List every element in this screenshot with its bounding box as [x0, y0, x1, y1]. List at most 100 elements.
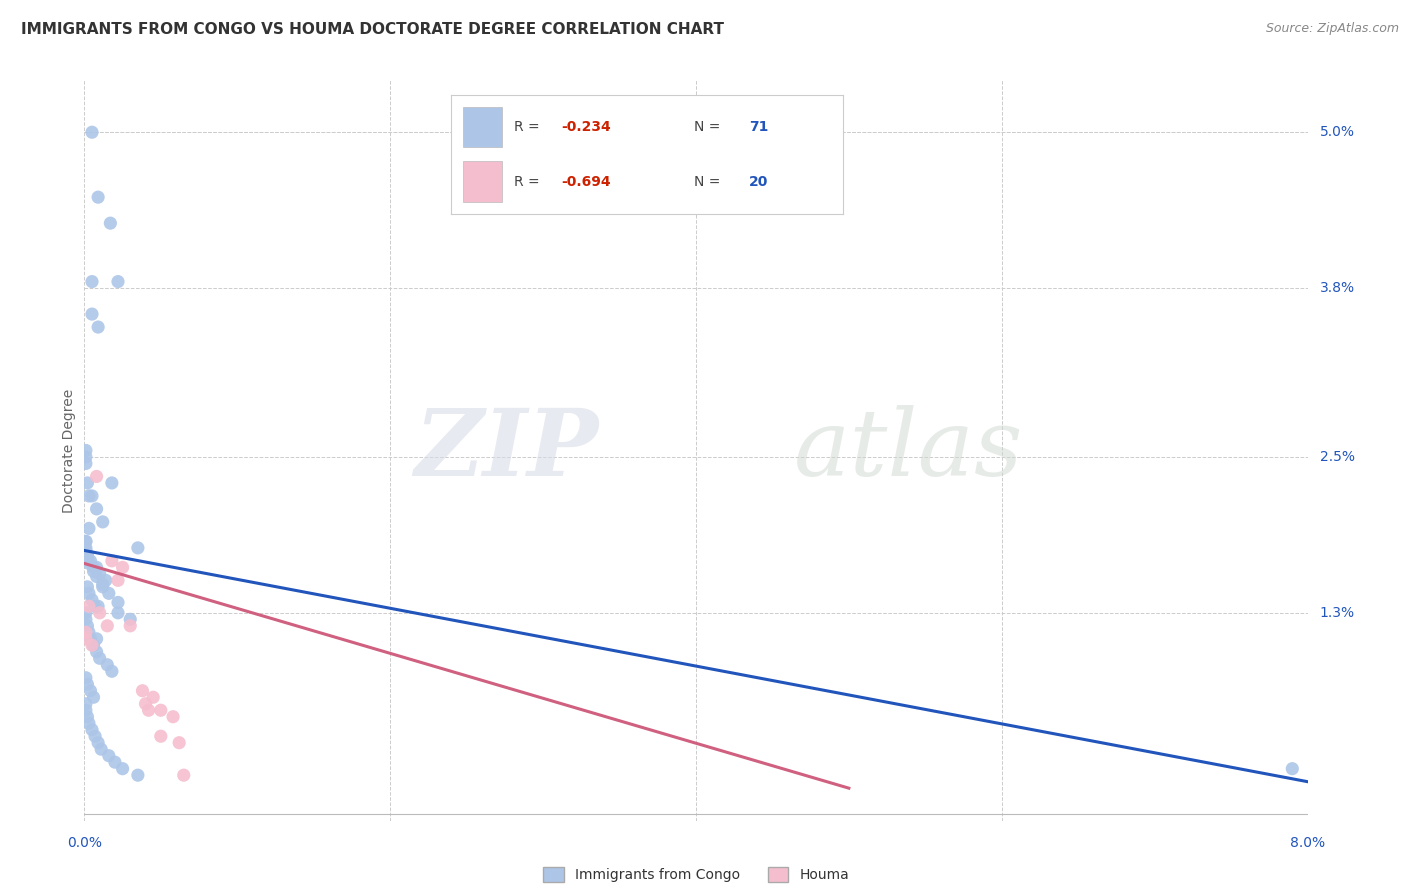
- Point: [76, 619, 98, 633]
- Point: [120, 612, 142, 626]
- Point: [76, 710, 98, 724]
- Point: [77, 489, 100, 503]
- Text: 1.3%: 1.3%: [1320, 606, 1355, 620]
- Point: [91, 580, 114, 594]
- Point: [111, 762, 134, 776]
- Point: [91, 515, 114, 529]
- Text: 8.0%: 8.0%: [1291, 836, 1324, 850]
- Point: [91, 577, 114, 591]
- Point: [77, 625, 100, 640]
- Point: [89, 566, 111, 581]
- Point: [94, 574, 117, 588]
- Point: [77, 557, 100, 571]
- Point: [87, 190, 110, 204]
- Point: [80, 723, 103, 737]
- Point: [79, 554, 101, 568]
- Point: [107, 606, 129, 620]
- Point: [89, 606, 111, 620]
- Legend: Immigrants from Congo, Houma: Immigrants from Congo, Houma: [537, 862, 855, 888]
- Point: [98, 216, 121, 230]
- Point: [167, 736, 190, 750]
- Point: [1281, 762, 1303, 776]
- Point: [75, 625, 97, 640]
- Point: [101, 665, 124, 679]
- Point: [86, 645, 108, 659]
- Point: [75, 543, 97, 558]
- Point: [135, 697, 157, 711]
- Point: [80, 638, 103, 652]
- Point: [83, 560, 105, 574]
- Point: [76, 677, 98, 691]
- Point: [149, 729, 172, 743]
- Text: 3.8%: 3.8%: [1320, 281, 1355, 295]
- Point: [120, 619, 142, 633]
- Point: [149, 703, 172, 717]
- Point: [96, 657, 118, 672]
- Point: [101, 475, 124, 490]
- Point: [96, 619, 118, 633]
- Point: [75, 541, 97, 555]
- Point: [75, 534, 97, 549]
- Point: [80, 489, 103, 503]
- Point: [80, 307, 103, 321]
- Point: [173, 768, 195, 782]
- Point: [76, 580, 98, 594]
- Point: [142, 690, 165, 705]
- Y-axis label: Doctorate Degree: Doctorate Degree: [62, 388, 76, 513]
- Point: [101, 554, 124, 568]
- Point: [89, 651, 111, 665]
- Point: [162, 710, 184, 724]
- Point: [86, 469, 108, 483]
- Text: atlas: atlas: [794, 406, 1024, 495]
- Point: [75, 632, 97, 646]
- Point: [87, 599, 110, 614]
- Point: [79, 683, 101, 698]
- Point: [111, 560, 134, 574]
- Point: [104, 755, 127, 769]
- Point: [86, 569, 108, 583]
- Point: [86, 502, 108, 516]
- Point: [75, 697, 97, 711]
- Point: [97, 586, 120, 600]
- Point: [107, 595, 129, 609]
- Point: [76, 547, 98, 561]
- Text: 0.0%: 0.0%: [67, 836, 101, 850]
- Point: [75, 606, 97, 620]
- Point: [76, 551, 98, 566]
- Point: [77, 521, 100, 535]
- Point: [107, 275, 129, 289]
- Point: [84, 729, 107, 743]
- Point: [75, 450, 97, 464]
- Point: [131, 683, 153, 698]
- Point: [80, 275, 103, 289]
- Point: [80, 592, 103, 607]
- Point: [77, 586, 100, 600]
- Point: [84, 599, 107, 614]
- Point: [83, 564, 105, 578]
- Point: [75, 703, 97, 717]
- Point: [83, 638, 105, 652]
- Point: [79, 632, 101, 646]
- Text: IMMIGRANTS FROM CONGO VS HOUMA DOCTORATE DEGREE CORRELATION CHART: IMMIGRANTS FROM CONGO VS HOUMA DOCTORATE…: [21, 22, 724, 37]
- Point: [76, 475, 98, 490]
- Text: 5.0%: 5.0%: [1320, 125, 1355, 139]
- Point: [75, 443, 97, 458]
- Point: [75, 612, 97, 626]
- Point: [87, 736, 110, 750]
- Text: 2.5%: 2.5%: [1320, 450, 1355, 464]
- Point: [83, 690, 105, 705]
- Point: [80, 125, 103, 139]
- Text: Source: ZipAtlas.com: Source: ZipAtlas.com: [1265, 22, 1399, 36]
- Point: [90, 742, 112, 756]
- Point: [75, 671, 97, 685]
- Point: [87, 320, 110, 334]
- Point: [107, 574, 129, 588]
- Point: [86, 632, 108, 646]
- Point: [127, 541, 149, 555]
- Point: [138, 703, 160, 717]
- Point: [127, 768, 149, 782]
- Point: [86, 560, 108, 574]
- Point: [75, 457, 97, 471]
- Point: [97, 748, 120, 763]
- Text: ZIP: ZIP: [413, 406, 598, 495]
